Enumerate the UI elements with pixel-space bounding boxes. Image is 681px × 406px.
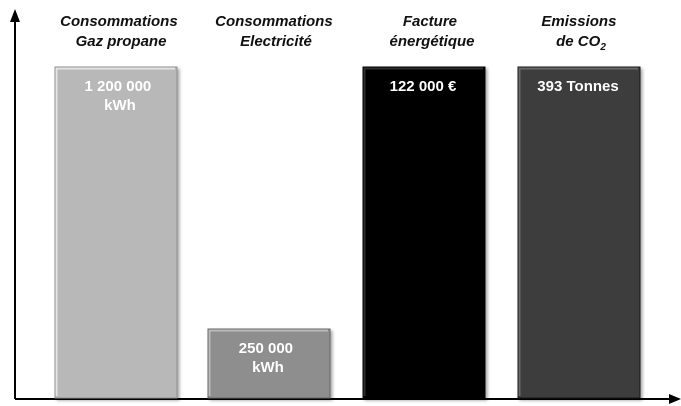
category-label-emissions-subscript: 2 [599, 42, 606, 53]
bar-value-label-electricite: 250 000 kWh [239, 340, 297, 376]
category-label-facture-line1: Facture [403, 13, 457, 30]
bar-value-label-emissions: 393 Tonnes [537, 78, 618, 95]
category-label-electricite-line1: Consommations [215, 13, 333, 30]
category-label-facture: Facture énergétique [389, 13, 474, 50]
category-label-gaz-line1: Consommations [60, 13, 178, 30]
bar-facture [362, 66, 486, 399]
category-label-emissions-line1: Emissions [541, 13, 616, 30]
category-label-gaz: Consommations Gaz propane [60, 13, 182, 50]
category-label-emissions-line2: de CO [556, 33, 601, 50]
bars [54, 66, 641, 399]
bar-emissions-highlight [518, 67, 638, 396]
bar-value-label-electricite-line1: 250 000 [239, 340, 293, 357]
bar-gaz [54, 66, 178, 399]
bar-gaz-highlight [55, 67, 175, 396]
y-axis-arrow [10, 9, 20, 22]
bar-value-label-emissions-line1: 393 Tonnes [537, 78, 618, 95]
bar-electricite [207, 328, 331, 399]
bar-value-label-gaz-line2: kWh [104, 97, 136, 114]
category-label-electricite-line2: Electricité [240, 33, 312, 50]
category-label-facture-line2: énergétique [389, 33, 474, 50]
bar-electricite-highlight [208, 329, 328, 396]
bar-emissions [517, 66, 641, 399]
bar-value-label-facture: 122 000 € [390, 78, 457, 95]
category-label-electricite: Consommations Electricité [215, 13, 337, 50]
category-label-emissions: Emissions de CO2 [541, 13, 620, 53]
bar-value-label-gaz-line1: 1 200 000 [85, 78, 152, 95]
bar-value-label-facture-line1: 122 000 € [390, 78, 457, 95]
bar-facture-highlight [363, 67, 483, 396]
x-axis-arrow [669, 394, 681, 404]
category-label-gaz-line2: Gaz propane [76, 33, 167, 50]
bar-value-label-gaz: 1 200 000 kWh [85, 78, 156, 114]
bar-value-label-electricite-line2: kWh [252, 359, 284, 376]
